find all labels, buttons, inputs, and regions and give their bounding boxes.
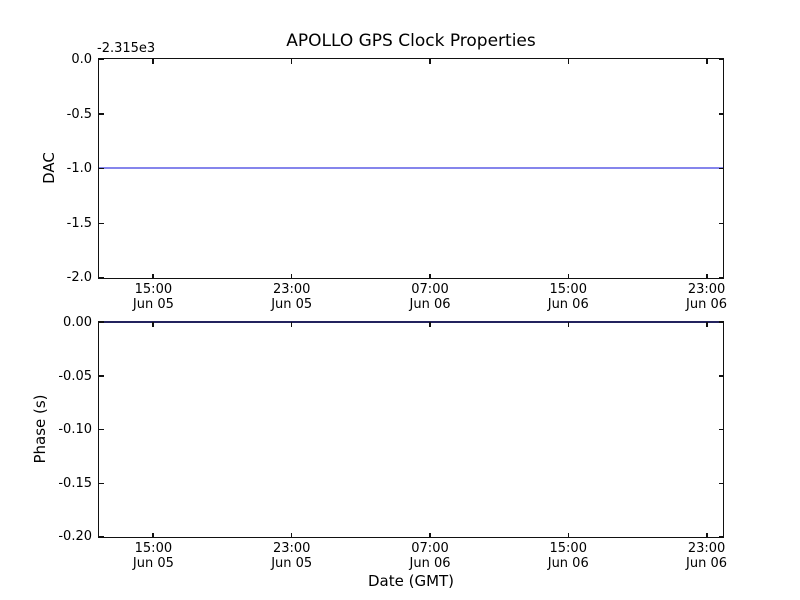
x-tick-mark [567, 322, 570, 327]
x-tick-time: 23:00 [272, 282, 311, 297]
x-tick-time: 07:00 [411, 541, 449, 556]
x-tick-mark [290, 322, 293, 327]
y-tick-label: -2.0 [66, 270, 92, 285]
x-tick-label: 23:00 Jun 06 [662, 541, 752, 571]
x-tick-mark [152, 322, 154, 327]
x-tick-date: Jun 06 [409, 556, 451, 571]
y-tick-mark [99, 428, 104, 431]
x-tick-date: Jun 06 [547, 297, 589, 312]
dac-data-line [99, 167, 723, 169]
x-tick-mark [706, 322, 708, 327]
y-tick-mark [718, 428, 723, 431]
dac-axes [98, 58, 724, 279]
x-tick-time: 15:00 [134, 282, 173, 297]
y-tick-mark [99, 375, 104, 377]
y-tick-label: -0.10 [58, 422, 92, 437]
x-tick-date: Jun 06 [686, 297, 728, 312]
y-tick-mark [99, 113, 104, 115]
y-tick-mark [99, 277, 104, 279]
x-tick-date: Jun 05 [271, 556, 313, 571]
x-tick-label: 15:00 Jun 05 [108, 541, 198, 571]
x-tick-mark [567, 532, 570, 537]
x-tick-mark [706, 532, 708, 537]
x-tick-mark [429, 532, 431, 537]
x-tick-label: 07:00 Jun 06 [385, 282, 475, 312]
x-tick-label: 07:00 Jun 06 [385, 541, 475, 571]
x-tick-mark [567, 59, 570, 64]
x-tick-mark [152, 532, 154, 537]
y-tick-mark [99, 321, 104, 323]
x-tick-mark [152, 273, 154, 278]
x-tick-mark [706, 273, 708, 278]
x-tick-date: Jun 06 [547, 556, 589, 571]
x-tick-label: 15:00 Jun 06 [523, 541, 613, 571]
y-tick-label: 0.00 [63, 315, 92, 330]
x-tick-label: 23:00 Jun 06 [662, 282, 752, 312]
y-tick-mark [718, 375, 723, 377]
y-axis-offset-text: -2.315e3 [97, 41, 156, 56]
y-tick-mark [718, 321, 723, 323]
x-tick-time: 23:00 [687, 282, 726, 297]
x-tick-date: Jun 06 [409, 297, 451, 312]
x-tick-mark [290, 59, 293, 64]
x-tick-date: Jun 06 [686, 556, 728, 571]
x-tick-time: 15:00 [549, 541, 587, 556]
y-tick-mark [718, 277, 723, 279]
x-tick-mark [706, 59, 708, 64]
x-tick-mark [152, 59, 154, 64]
x-tick-mark [429, 59, 431, 64]
x-tick-mark [290, 273, 293, 278]
x-tick-mark [567, 273, 570, 278]
x-tick-date: Jun 05 [271, 297, 313, 312]
x-tick-label: 15:00 Jun 06 [523, 282, 613, 312]
x-tick-time: 07:00 [411, 282, 449, 297]
y-tick-mark [99, 536, 104, 538]
y-tick-mark [718, 58, 723, 60]
x-tick-mark [429, 322, 431, 327]
y-tick-mark [718, 167, 723, 170]
x-tick-label: 23:00 Jun 05 [247, 541, 337, 571]
y-tick-label: -0.5 [66, 106, 92, 122]
x-tick-label: 23:00 Jun 05 [247, 282, 337, 312]
y-tick-label: -0.05 [58, 368, 92, 384]
y-tick-mark [99, 482, 104, 484]
y-tick-mark [718, 113, 723, 115]
x-tick-mark [429, 273, 431, 278]
x-axis-label: Date (GMT) [367, 572, 455, 590]
y-tick-label: -1.0 [66, 161, 92, 176]
y-tick-label: 0.0 [71, 52, 92, 67]
y-tick-label: -0.20 [58, 529, 92, 544]
y-tick-mark [718, 222, 723, 224]
phase-axes [98, 320, 724, 538]
y-tick-mark [99, 58, 104, 60]
y-tick-label: -1.5 [66, 215, 92, 231]
y-tick-mark [99, 167, 104, 170]
y-tick-label: -0.15 [58, 475, 92, 491]
x-tick-label: 15:00 Jun 05 [108, 282, 198, 312]
x-tick-mark [290, 532, 293, 537]
y-tick-mark [99, 222, 104, 224]
x-tick-time: 23:00 [272, 541, 311, 556]
x-tick-time: 15:00 [134, 541, 173, 556]
x-tick-time: 15:00 [549, 282, 587, 297]
x-tick-time: 23:00 [687, 541, 726, 556]
x-tick-date: Jun 05 [132, 556, 174, 571]
y-tick-mark [718, 482, 723, 484]
x-tick-date: Jun 05 [132, 297, 174, 312]
chart-title: APOLLO GPS Clock Properties [286, 31, 536, 51]
y-tick-mark [718, 536, 723, 538]
phase-data-line [99, 320, 723, 323]
